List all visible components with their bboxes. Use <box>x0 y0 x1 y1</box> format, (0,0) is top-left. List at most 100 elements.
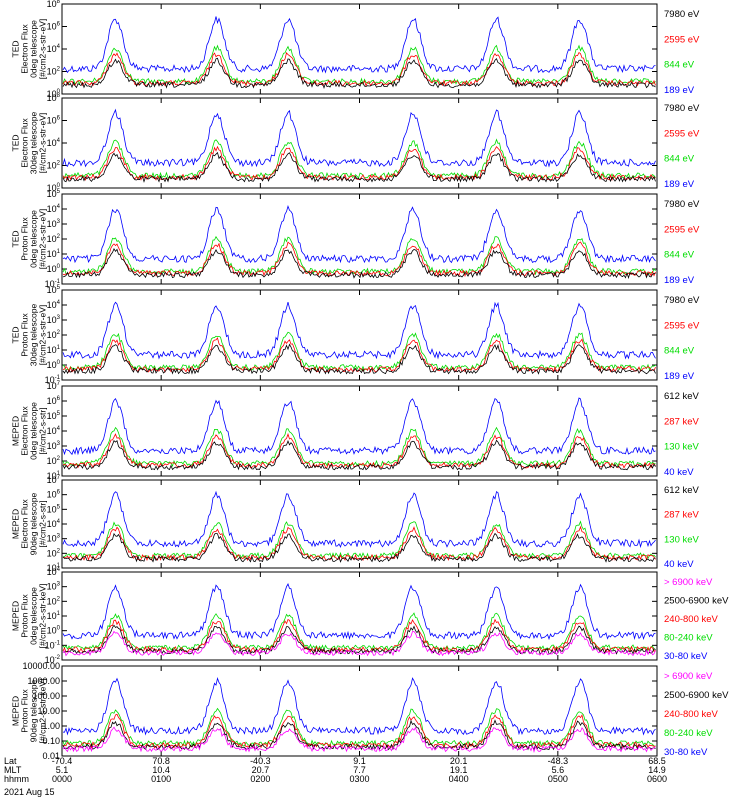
legend-entry: 287 keV <box>664 510 700 521</box>
footer-value: 68.5 <box>648 756 666 766</box>
legend-entry: 7980 eV <box>664 199 700 210</box>
panel-1: 100 102 104 106 108 TEDElectron Flux0deg tele… <box>11 0 701 99</box>
legend-entry: 7980 eV <box>664 9 700 20</box>
series-trace <box>62 676 656 736</box>
y-tick-label: 104 <box>47 567 61 577</box>
footer-value: 19.1 <box>450 765 468 775</box>
footer-value: 0200 <box>250 774 270 784</box>
footer-value: 0300 <box>349 774 369 784</box>
y-tick-label: 106 <box>47 116 61 126</box>
footer-value: 20.1 <box>450 756 468 766</box>
footer-axis-labels: Lat -70.4 70.8 -40.3 9.1 20.1 -48.3 68.5 MLT 5.1 1… <box>4 756 667 797</box>
legend-entry: 189 eV <box>664 179 695 190</box>
y-tick-label: 1.00 <box>42 721 60 731</box>
y-tick-label: 10000.00 <box>22 661 60 671</box>
legend-entry: 2500-6900 keV <box>664 596 729 607</box>
panel-8: 0.01 0.10 1.00 10.00 100.00 1000.00 10000.00 ME… <box>11 661 730 761</box>
y-tick-label: 104 <box>47 138 61 148</box>
y-tick-label: 108 <box>47 0 61 9</box>
y-tick-label: 100 <box>47 360 61 370</box>
series-trace <box>62 241 656 278</box>
y-tick-label: 106 <box>47 22 61 32</box>
series-trace <box>62 108 656 168</box>
y-tick-label: 100 <box>47 626 61 636</box>
y-tick-label: 102 <box>47 67 61 77</box>
date-label: 2021 Aug 15 <box>4 787 55 797</box>
panel-6: 101 102 103 104 105 106 107 MEPEDElectron Flux9… <box>11 475 700 573</box>
legend-entry: 612 keV <box>664 485 700 496</box>
panel-frame <box>61 385 658 477</box>
legend-entry: 287 keV <box>664 416 700 427</box>
y-tick-label: 105 <box>47 504 61 514</box>
y-tick-label: 103 <box>47 534 61 544</box>
y-tick-label: 10-1 <box>45 279 61 289</box>
y-axis-label: MEPEDElectron Flux90deg telescope[#/cm2-… <box>11 493 48 556</box>
y-tick-label: 102 <box>47 548 61 558</box>
panel-7: 10-2 10-1 100 101 102 103 104 MEPEDProton Flux0… <box>11 567 730 665</box>
series-trace <box>62 16 656 74</box>
footer-value: 0100 <box>151 774 171 784</box>
y-tick-label: 100.00 <box>32 691 60 701</box>
legend-entry: 130 keV <box>664 442 700 453</box>
y-axis-label: MEPEDElectron Flux0deg telescope[#/cm2-s… <box>11 402 48 460</box>
y-axis-label: MEPEDProton Flux90deg telescope[#/cm2-s-… <box>11 679 48 744</box>
y-tick-label: 107 <box>47 475 61 485</box>
panel-frame <box>61 289 658 381</box>
y-tick-label: 102 <box>47 330 61 340</box>
series-trace <box>62 205 656 264</box>
y-axis-label: TEDElectron Flux30deg telescope[#/cm2-s-… <box>11 112 48 175</box>
footer-value: 0400 <box>449 774 469 784</box>
y-tick-label: 101 <box>47 249 61 259</box>
y-tick-label: 102 <box>47 234 61 244</box>
footer-value: 0600 <box>647 774 667 784</box>
y-tick-label: 10.00 <box>37 706 60 716</box>
legend-entry: > 6900 keV <box>664 671 713 682</box>
y-tick-label: 101 <box>47 563 61 573</box>
y-tick-label: 103 <box>47 219 61 229</box>
series-trace <box>62 707 656 748</box>
footer-value: 0000 <box>52 774 72 784</box>
y-tick-label: 105 <box>47 285 61 295</box>
y-tick-label: 106 <box>47 490 61 500</box>
y-tick-label: 100 <box>47 89 61 99</box>
y-tick-label: 103 <box>47 582 61 592</box>
series-trace <box>62 490 656 549</box>
legend-entry: 844 eV <box>664 154 695 165</box>
series-trace <box>62 57 656 89</box>
panel-3: 10-1 100 101 102 103 104 105 TEDProton Flux0deg… <box>11 189 701 289</box>
y-tick-label: 105 <box>47 189 61 199</box>
y-tick-label: 105 <box>47 411 61 421</box>
footer-value: 14.9 <box>648 765 666 775</box>
footer-value: 20.7 <box>252 765 270 775</box>
legend-entry: > 6900 keV <box>664 577 713 588</box>
series-trace <box>62 337 656 373</box>
y-tick-label: 102 <box>47 161 61 171</box>
y-tick-label: 107 <box>47 381 61 391</box>
y-tick-label: 104 <box>47 426 61 436</box>
legend-entry: 844 eV <box>664 346 695 357</box>
footer-value: 0500 <box>548 774 568 784</box>
footer-row-label: Lat <box>4 756 17 766</box>
legend-entry: 130 keV <box>664 534 700 545</box>
y-tick-label: 10-1 <box>45 375 61 385</box>
legend-entry: 40 keV <box>664 559 694 570</box>
footer-value: 70.8 <box>152 756 170 766</box>
legend-entry: 844 eV <box>664 60 695 71</box>
legend-entry: 7980 eV <box>664 103 700 114</box>
series-trace <box>62 439 656 471</box>
y-tick-label: 100 <box>47 264 61 274</box>
legend-entry: 189 eV <box>664 85 695 96</box>
panel-5: 101 102 103 104 105 106 107 MEPEDElectron Flux0… <box>11 381 700 481</box>
y-tick-label: 103 <box>47 315 61 325</box>
footer-value: 9.1 <box>353 756 366 766</box>
y-tick-label: 104 <box>47 300 61 310</box>
footer-value: 7.7 <box>353 765 366 775</box>
series-trace <box>62 532 656 563</box>
legend-entry: 2595 eV <box>664 224 700 235</box>
footer-value: 10.4 <box>152 765 170 775</box>
y-tick-label: 104 <box>47 519 61 529</box>
series-trace <box>62 630 656 657</box>
legend-entry: 2595 eV <box>664 128 700 139</box>
series-trace <box>62 301 656 360</box>
